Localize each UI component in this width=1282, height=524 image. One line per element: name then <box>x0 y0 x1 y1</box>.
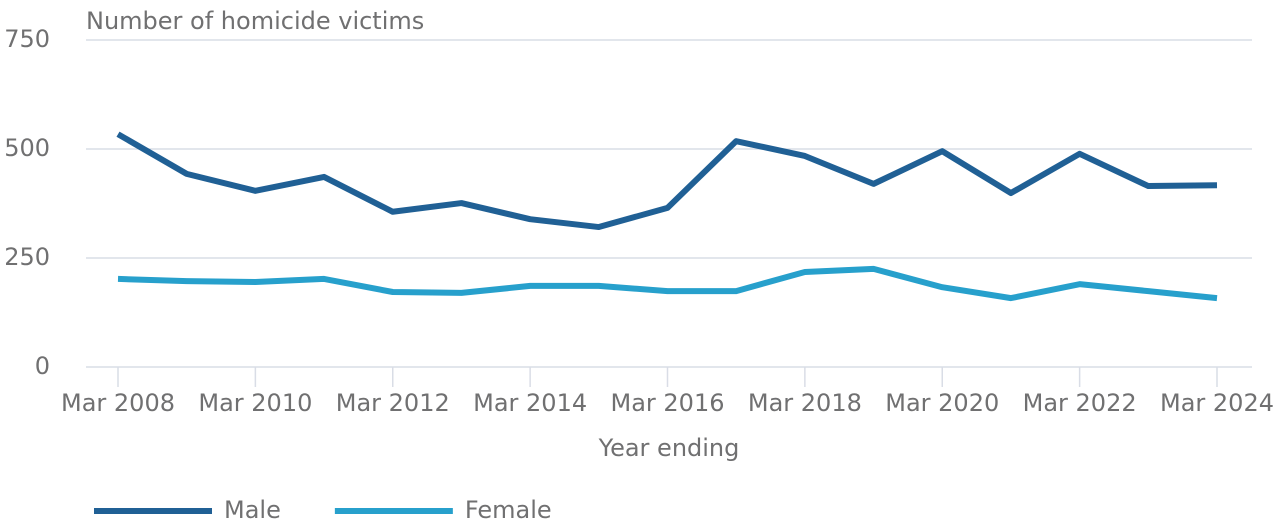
x-tick-label: Mar 2010 <box>198 389 312 417</box>
x-tick-label: Mar 2022 <box>1023 389 1137 417</box>
legend-label: Female <box>465 496 552 524</box>
x-tick-label: Mar 2024 <box>1160 389 1274 417</box>
y-tick-label: 500 <box>4 134 50 162</box>
series-line <box>117 265 1218 302</box>
y-tick-label: 750 <box>4 25 50 53</box>
legend-label: Male <box>224 496 281 524</box>
x-axis-title: Year ending <box>598 434 740 462</box>
y-tick-label: 250 <box>4 243 50 271</box>
series-line <box>116 131 1218 231</box>
x-tick-label: Mar 2008 <box>61 389 175 417</box>
x-tick-label: Mar 2012 <box>336 389 450 417</box>
y-tick-label: 0 <box>35 352 50 380</box>
x-tick-label: Mar 2014 <box>473 389 587 417</box>
x-tick-label: Mar 2016 <box>611 389 725 417</box>
y-axis-title: Number of homicide victims <box>86 7 424 35</box>
x-tick-label: Mar 2018 <box>748 389 862 417</box>
x-tick-label: Mar 2020 <box>885 389 999 417</box>
